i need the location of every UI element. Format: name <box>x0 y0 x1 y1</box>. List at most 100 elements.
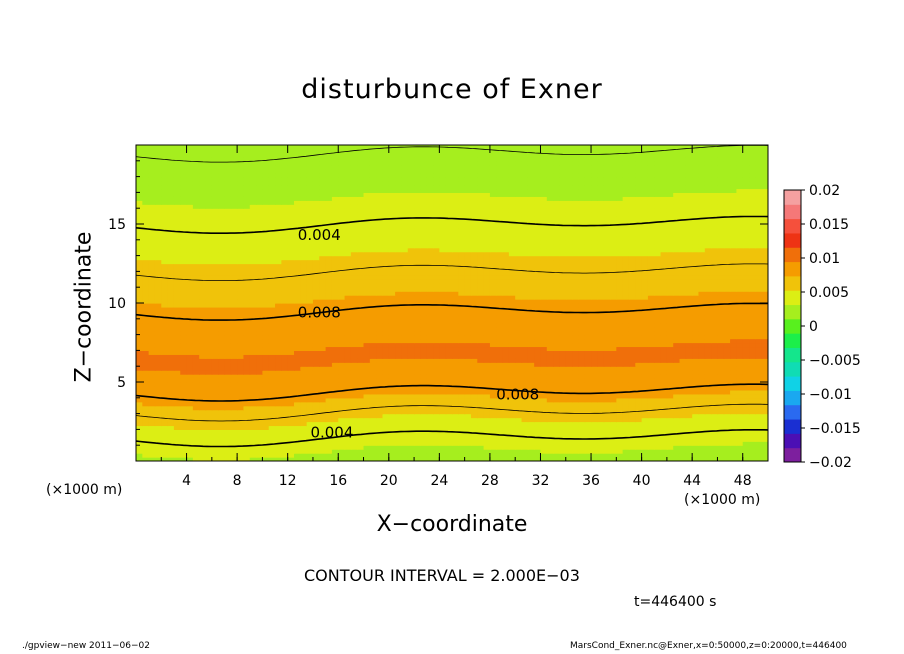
heatmap-cell <box>717 306 725 312</box>
heatmap-cell <box>136 326 143 332</box>
heatmap-cell <box>369 366 377 371</box>
heatmap-cell <box>540 425 548 430</box>
heatmap-cell <box>591 413 598 419</box>
heatmap-cell <box>749 283 756 288</box>
heatmap-cell <box>452 318 459 324</box>
heatmap-cell <box>262 267 270 272</box>
heatmap-cell <box>218 306 226 312</box>
heatmap-cell <box>704 437 712 442</box>
heatmap-cell <box>249 334 257 340</box>
heatmap-cell <box>338 393 346 399</box>
heatmap-cell <box>287 310 295 316</box>
heatmap-cell <box>685 287 693 292</box>
heatmap-cell <box>300 370 308 375</box>
heatmap-cell <box>256 334 263 340</box>
heatmap-cell <box>205 441 213 446</box>
heatmap-cell <box>546 314 554 320</box>
heatmap-cell <box>414 393 421 399</box>
heatmap-cell <box>749 287 756 292</box>
heatmap-cell <box>628 382 636 387</box>
heatmap-cell <box>679 401 687 407</box>
heatmap-cell <box>546 267 554 272</box>
heatmap-cell <box>692 279 700 284</box>
heatmap-cell <box>224 303 232 308</box>
heatmap-cell <box>331 338 339 344</box>
heatmap-cell <box>344 425 352 430</box>
heatmap-cell <box>300 405 308 411</box>
heatmap-cell <box>647 449 655 454</box>
heatmap-cell <box>483 295 491 300</box>
heatmap-cell <box>439 326 447 332</box>
heatmap-cell <box>256 306 263 312</box>
heatmap-cell <box>306 421 314 427</box>
heatmap-cell <box>610 362 617 367</box>
heatmap-cell <box>622 263 630 269</box>
heatmap-cell <box>698 425 706 430</box>
heatmap-cell <box>426 362 434 367</box>
heatmap-cell <box>546 453 554 458</box>
heatmap-cell <box>521 417 529 423</box>
heatmap-cell <box>464 318 472 324</box>
heatmap-cell <box>610 338 617 344</box>
heatmap-cell <box>591 382 598 387</box>
heatmap-cell <box>237 401 245 407</box>
heatmap-cell <box>755 409 763 415</box>
heatmap-cell <box>628 279 636 284</box>
heatmap-cell <box>376 330 384 336</box>
heatmap-cell <box>628 338 636 344</box>
heatmap-cell <box>546 449 554 454</box>
heatmap-cell <box>148 445 156 450</box>
heatmap-cell <box>641 338 649 344</box>
heatmap-cell <box>445 385 453 391</box>
heatmap-cell <box>211 291 219 296</box>
heatmap-cell <box>540 358 548 363</box>
heatmap-cell <box>414 322 421 328</box>
heatmap-cell <box>527 295 535 300</box>
heatmap-cell <box>369 354 377 359</box>
heatmap-cell <box>565 263 573 269</box>
heatmap-cell <box>591 275 598 280</box>
heatmap-cell <box>470 453 478 458</box>
heatmap-cell <box>180 314 188 320</box>
heatmap-cell <box>515 401 523 407</box>
heatmap-cell <box>306 295 314 300</box>
heatmap-cell <box>723 338 731 344</box>
heatmap-cell <box>641 299 649 304</box>
heatmap-cell <box>287 271 295 276</box>
heatmap-cell <box>673 318 681 324</box>
heatmap-cell <box>559 389 567 395</box>
heatmap-cell <box>452 385 459 391</box>
heatmap-cell <box>319 342 327 348</box>
heatmap-cell <box>331 405 339 411</box>
heatmap-cell <box>711 295 719 300</box>
heatmap-cell <box>414 330 421 336</box>
heatmap-cell <box>559 354 567 359</box>
heatmap-cell <box>199 310 207 316</box>
heatmap-cell <box>306 287 314 292</box>
heatmap-cell <box>350 366 358 371</box>
heatmap-cell <box>331 453 339 458</box>
heatmap-cell <box>136 417 143 423</box>
heatmap-cell <box>287 385 295 391</box>
heatmap-cell <box>439 362 447 367</box>
heatmap-cell <box>319 314 327 320</box>
heatmap-cell <box>730 346 737 351</box>
heatmap-cell <box>388 267 396 272</box>
heatmap-cell <box>452 413 459 419</box>
heatmap-cell <box>470 310 478 316</box>
heatmap-cell <box>249 362 257 367</box>
heatmap-cell <box>546 322 554 328</box>
heatmap-cell <box>426 382 434 387</box>
heatmap-cell <box>584 441 592 446</box>
heatmap-cell <box>591 330 598 336</box>
heatmap-cell <box>173 378 181 383</box>
heatmap-cell <box>591 433 598 438</box>
heatmap-cell <box>414 366 421 371</box>
heatmap-cell <box>534 401 542 407</box>
heatmap-cell <box>470 322 478 328</box>
heatmap-cell <box>489 457 497 461</box>
heatmap-cell <box>369 445 377 450</box>
heatmap-cell <box>211 449 219 454</box>
heatmap-cell <box>660 303 668 308</box>
heatmap-cell <box>142 287 150 292</box>
